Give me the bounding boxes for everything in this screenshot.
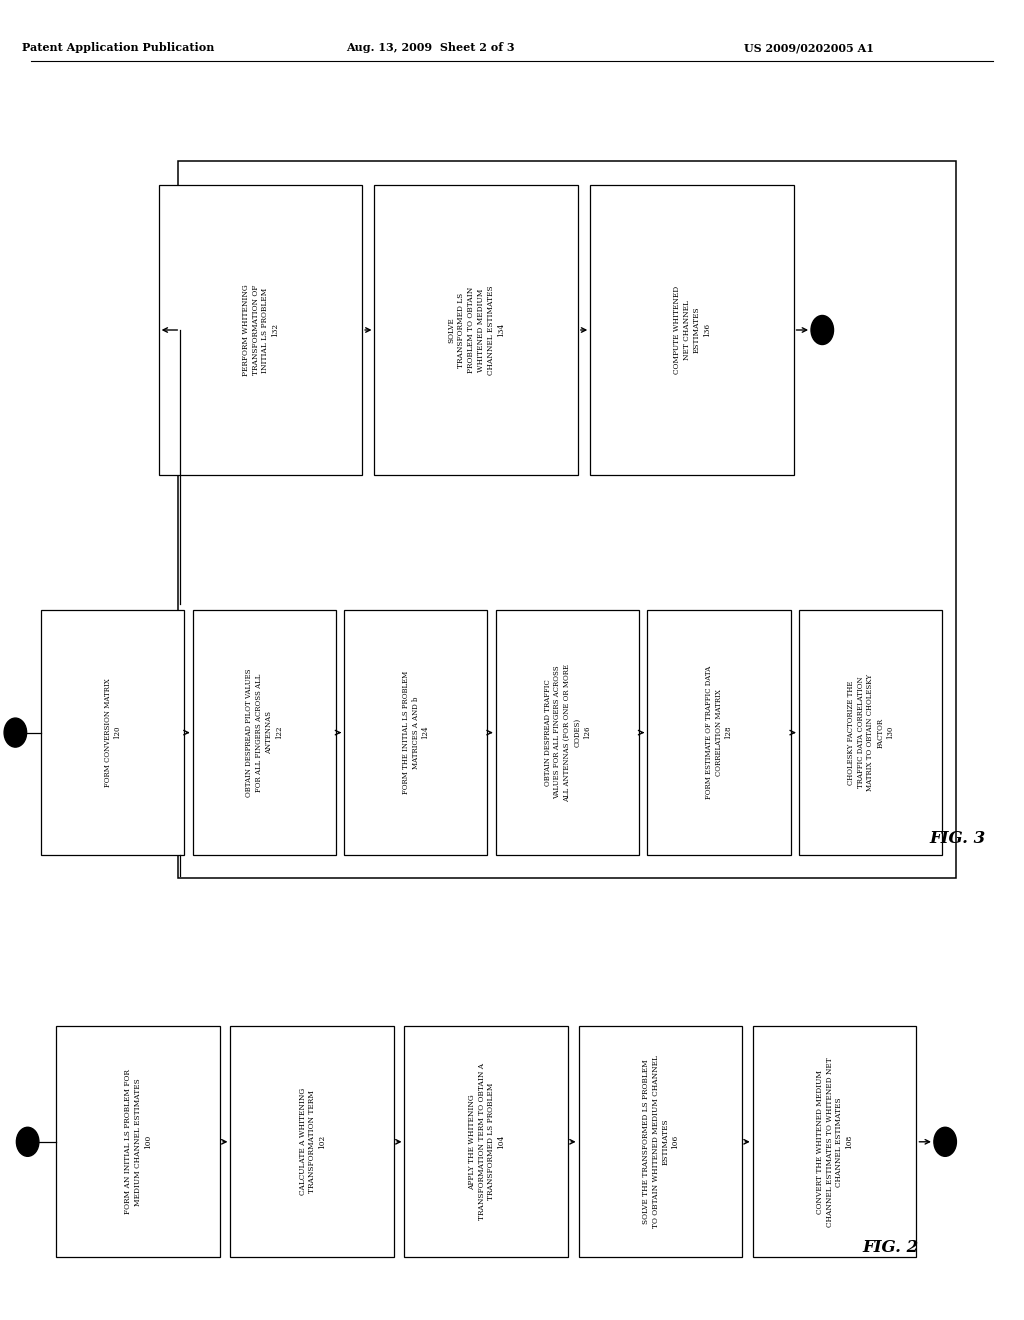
FancyBboxPatch shape <box>344 610 487 855</box>
Circle shape <box>16 1127 39 1156</box>
Text: FORM CONVERSION MATRIX
120: FORM CONVERSION MATRIX 120 <box>103 678 122 787</box>
Text: PERFORM WHITENING
TRANSFORMATION OF
INITIAL LS PROBLEM
132: PERFORM WHITENING TRANSFORMATION OF INIT… <box>242 284 280 376</box>
Text: FORM ESTIMATE OF TRAFFIC DATA
CORRELATION MATRIX
128: FORM ESTIMATE OF TRAFFIC DATA CORRELATIO… <box>706 667 732 799</box>
FancyBboxPatch shape <box>579 1027 742 1257</box>
FancyBboxPatch shape <box>799 610 942 855</box>
FancyBboxPatch shape <box>375 185 578 475</box>
Text: FORM THE INITIAL LS PROBLEM
MATRICES A AND b
124: FORM THE INITIAL LS PROBLEM MATRICES A A… <box>402 671 429 795</box>
FancyBboxPatch shape <box>404 1027 568 1257</box>
FancyBboxPatch shape <box>41 610 184 855</box>
Text: SOLVE THE TRANSFORMED LS PROBLEM
TO OBTAIN WHITENED MEDIUM CHANNEL
ESTIMATES
106: SOLVE THE TRANSFORMED LS PROBLEM TO OBTA… <box>642 1056 679 1228</box>
Text: Patent Application Publication: Patent Application Publication <box>22 42 214 53</box>
FancyBboxPatch shape <box>496 610 639 855</box>
Text: FORM AN INITIAL LS PROBLEM FOR
MEDIUM CHANNEL ESTIMATES
100: FORM AN INITIAL LS PROBLEM FOR MEDIUM CH… <box>125 1069 152 1214</box>
Text: OBTAIN DESPREAD PILOT VALUES
FOR ALL FINGERS ACROSS ALL
ANTENNAS
122: OBTAIN DESPREAD PILOT VALUES FOR ALL FIN… <box>246 668 283 797</box>
FancyBboxPatch shape <box>193 610 336 855</box>
Text: OBTAIN DESPREAD TRAFFIC
VALUES FOR ALL FINGERS ACROSS
ALL ANTENNAS (FOR ONE OR M: OBTAIN DESPREAD TRAFFIC VALUES FOR ALL F… <box>544 664 591 801</box>
Text: Aug. 13, 2009  Sheet 2 of 3: Aug. 13, 2009 Sheet 2 of 3 <box>346 42 514 53</box>
Text: FIG. 2: FIG. 2 <box>863 1239 919 1255</box>
Text: CONVERT THE WHITENED MEDIUM
CHANNEL ESTIMATES TO WHITENED NET
CHANNEL ESTIMATES
: CONVERT THE WHITENED MEDIUM CHANNEL ESTI… <box>816 1057 853 1226</box>
FancyBboxPatch shape <box>159 185 362 475</box>
Circle shape <box>811 315 834 345</box>
FancyBboxPatch shape <box>647 610 791 855</box>
Circle shape <box>4 718 27 747</box>
FancyBboxPatch shape <box>178 161 956 879</box>
Circle shape <box>934 1127 956 1156</box>
FancyBboxPatch shape <box>56 1027 220 1257</box>
FancyBboxPatch shape <box>590 185 794 475</box>
Text: US 2009/0202005 A1: US 2009/0202005 A1 <box>744 42 873 53</box>
Text: COMPUTE WHITENED
NET CHANNEL
ESTIMATES
136: COMPUTE WHITENED NET CHANNEL ESTIMATES 1… <box>673 286 711 374</box>
Text: CALCULATE A WHITENING
TRANSFORMATION TERM
102: CALCULATE A WHITENING TRANSFORMATION TER… <box>299 1088 326 1196</box>
Text: CHOLESKY FACTORIZE THE
TRAFFIC DATA CORRELATION
MATRIX TO OBTAIN CHOLESKY
FACTOR: CHOLESKY FACTORIZE THE TRAFFIC DATA CORR… <box>847 675 894 791</box>
Text: FIG. 3: FIG. 3 <box>930 830 985 846</box>
Text: SOLVE
TRANSFORMED LS
PROBLEM TO OBTAIN
WHITENED MEDIUM
CHANNEL ESTIMATES
134: SOLVE TRANSFORMED LS PROBLEM TO OBTAIN W… <box>447 285 505 375</box>
Text: APPLY THE WHITENING
TRANSFORMATION TERM TO OBTAIN A
TRANSFORMED LS PROBLEM
104: APPLY THE WHITENING TRANSFORMATION TERM … <box>468 1063 505 1221</box>
FancyBboxPatch shape <box>753 1027 916 1257</box>
FancyBboxPatch shape <box>230 1027 394 1257</box>
